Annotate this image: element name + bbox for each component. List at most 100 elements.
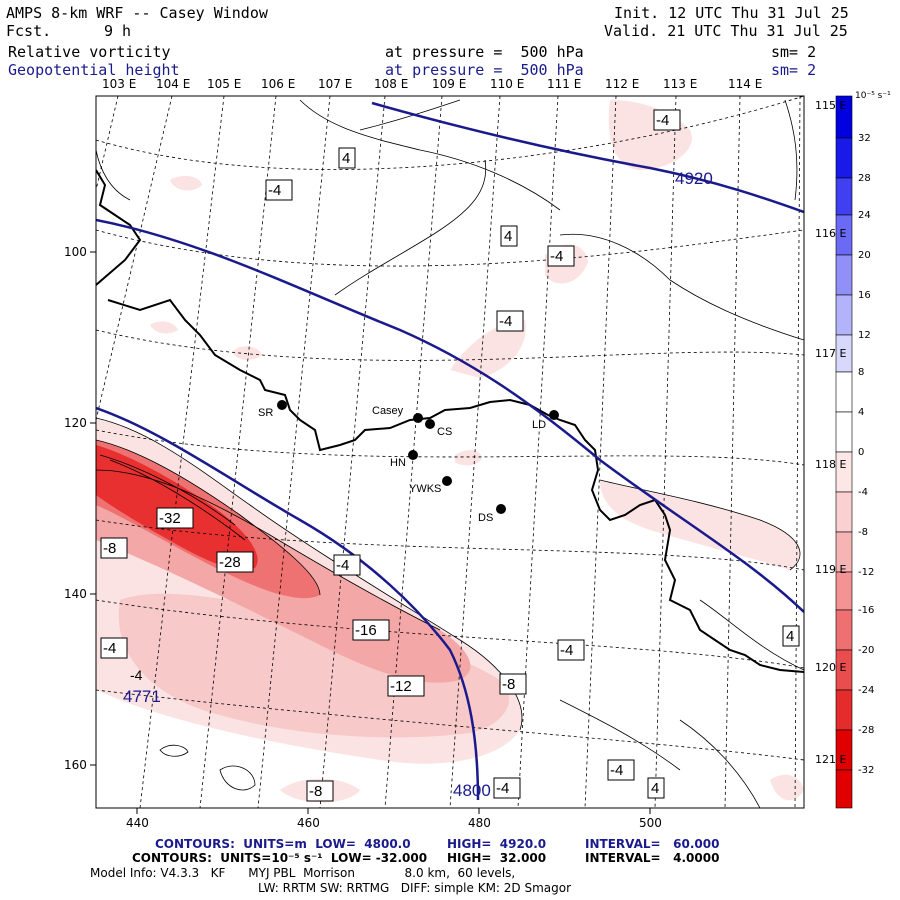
lon-label: 108 E — [374, 77, 409, 91]
colorbar-label: 8 — [858, 367, 865, 378]
vorticity-label: -4 — [130, 667, 143, 683]
vorticity-label: -16 — [355, 622, 377, 639]
colorbar-label: -28 — [858, 725, 875, 736]
model-title: AMPS 8-km WRF -- Casey Window — [6, 4, 268, 22]
x-tick-label: 500 — [639, 816, 662, 830]
height-contour-high: HIGH= 4920.0 — [447, 837, 547, 851]
colorbar-label: 32 — [858, 133, 871, 144]
lat-label: 120 E — [815, 661, 847, 674]
lon-label: 105 E — [207, 77, 242, 91]
station-marker — [425, 419, 435, 429]
station-marker — [442, 476, 452, 486]
lat-label: 118 E — [815, 458, 847, 471]
vorticity-label: -32 — [159, 510, 181, 527]
lon-label: 103 E — [102, 77, 137, 91]
map-frame — [95, 95, 805, 809]
field2-level: at pressure = 500 hPa — [385, 61, 584, 79]
lat-label: 121 E — [815, 753, 847, 766]
vorticity-label: -8 — [502, 676, 515, 693]
vorticity-region-strong — [96, 445, 258, 570]
colorbar-label: -16 — [858, 605, 875, 616]
x-tick-label: 480 — [468, 816, 491, 830]
lon-label: 109 E — [432, 77, 467, 91]
station-label: LD — [532, 419, 546, 431]
station-label: DS — [478, 512, 493, 524]
vorticity-label: -4 — [550, 248, 563, 265]
vorticity-contour-info: CONTOURS: UNITS=10⁻⁵ s⁻¹ LOW= -32.000 — [132, 851, 428, 865]
valid-time: Valid. 21 UTC Thu 31 Jul 25 — [604, 22, 848, 40]
station-marker — [277, 400, 287, 410]
station-label: SR — [258, 407, 273, 419]
vorticity-region-light — [600, 480, 800, 570]
vorticity-label: 4 — [342, 150, 350, 167]
height-contour-info: CONTOURS: UNITS=m LOW= 4800.0 — [155, 837, 411, 851]
vorticity-label: -12 — [390, 678, 412, 695]
vorticity-label: -4 — [268, 182, 281, 199]
y-tick-label: 160 — [64, 758, 87, 772]
colorbar-label: 4 — [858, 407, 865, 418]
colorbar-label: -20 — [858, 645, 875, 656]
colorbar — [835, 95, 853, 809]
lon-label: 104 E — [156, 77, 191, 91]
lon-label: 106 E — [261, 77, 296, 91]
station-marker — [408, 450, 418, 460]
y-tick-label: 100 — [64, 245, 87, 259]
vorticity-label: -8 — [309, 783, 322, 800]
vorticity-region-light — [455, 450, 482, 466]
colorbar-label: 12 — [858, 330, 871, 341]
vorticity-region-light — [450, 320, 526, 378]
lon-label: 112 E — [605, 77, 640, 91]
x-tick-label: 460 — [297, 816, 320, 830]
lon-label: 110 E — [490, 77, 525, 91]
vorticity-label: -4 — [610, 762, 623, 779]
vorticity-contour-interval: INTERVAL= 4.0000 — [585, 851, 720, 865]
colorbar-label: 20 — [858, 250, 871, 261]
colorbar-label: 28 — [858, 173, 871, 184]
vorticity-label: -4 — [560, 642, 573, 659]
forecast-label: Fcst. — [6, 22, 52, 40]
vorticity-label: -28 — [219, 554, 241, 571]
vorticity-region-light — [232, 346, 262, 360]
forecast-hour: 9 h — [104, 22, 132, 40]
lon-label: 114 E — [728, 77, 763, 91]
field1-smoothing: sm= 2 — [771, 43, 817, 61]
colorbar-label: 0 — [858, 447, 865, 458]
height-label-4920: 4920 — [675, 169, 713, 188]
lon-label: 107 E — [318, 77, 353, 91]
vorticity-label: -4 — [499, 313, 512, 330]
colorbar-label: -24 — [858, 685, 875, 696]
station-marker — [549, 410, 559, 420]
vorticity-region-light — [118, 593, 509, 738]
vorticity-region-light — [770, 774, 804, 801]
colorbar-label: -12 — [858, 567, 875, 578]
station-marker — [413, 413, 423, 423]
vorticity-label: -4 — [656, 112, 669, 129]
lon-label: 113 E — [663, 77, 698, 91]
lat-label: 117 E — [815, 347, 847, 360]
vorticity-region-light — [170, 175, 202, 191]
field1-level: at pressure = 500 hPa — [385, 43, 584, 61]
vorticity-label: 4 — [504, 228, 512, 245]
colorbar-label: -4 — [858, 487, 868, 498]
y-tick-label: 140 — [64, 587, 87, 601]
vorticity-contour-high: HIGH= 32.000 — [447, 851, 547, 865]
vorticity-label: -8 — [103, 540, 116, 557]
height-label-4771: 4771 — [123, 687, 161, 706]
lat-label: 116 E — [815, 227, 847, 240]
colorbar-label: -32 — [858, 765, 875, 776]
vorticity-label: -4 — [336, 557, 349, 574]
station-marker — [496, 504, 506, 514]
height-contour-interval: INTERVAL= 60.000 — [585, 837, 720, 851]
field1-name: Relative vorticity — [8, 43, 171, 61]
colorbar-label: 24 — [858, 210, 871, 221]
vorticity-label: -4 — [103, 640, 116, 657]
x-tick-label: 440 — [126, 816, 149, 830]
colorbar-label: 16 — [858, 290, 871, 301]
station-label: HN — [390, 457, 406, 469]
field2-name: Geopotential height — [8, 61, 180, 79]
station-label: Casey — [372, 405, 404, 417]
height-label-4800: 4800 — [453, 781, 491, 800]
vorticity-region-light — [150, 321, 178, 334]
model-physics: LW: RRTM SW: RRTMG DIFF: simple KM: 2D S… — [258, 881, 572, 895]
lat-label: 115 E — [815, 99, 847, 112]
